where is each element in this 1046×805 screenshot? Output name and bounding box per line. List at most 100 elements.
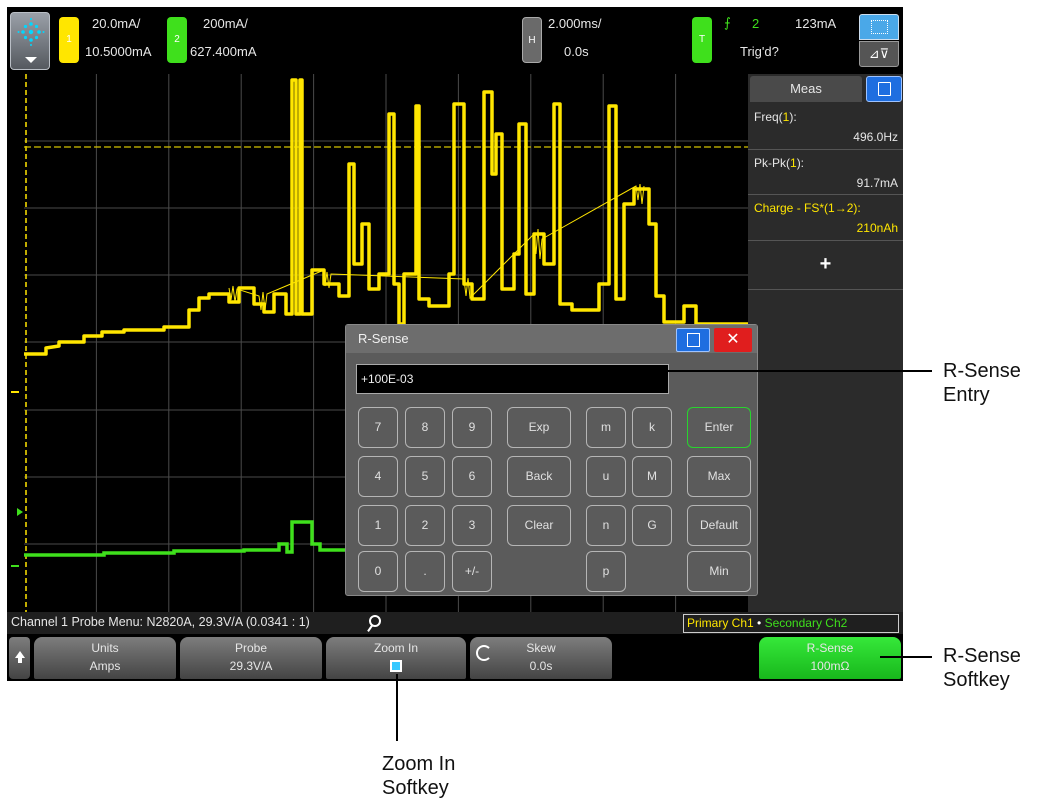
panel-menu-button[interactable] <box>866 76 902 102</box>
dialog-menu-button[interactable] <box>676 328 710 352</box>
close-button[interactable]: ✕ <box>714 328 752 352</box>
key-8[interactable]: 8 <box>405 407 445 448</box>
callout-rsense-softkey-line2: Softkey <box>943 669 1010 691</box>
add-measurement-button[interactable]: + <box>748 241 903 290</box>
units-softkey[interactable]: Units Amps <box>34 637 176 679</box>
zoom-in-softkey[interactable]: Zoom In <box>326 637 466 679</box>
key-default[interactable]: Default <box>687 505 751 546</box>
ch1-waveform-noise <box>228 183 645 311</box>
key-pico[interactable]: p <box>586 551 626 592</box>
key-exp[interactable]: Exp <box>507 407 571 448</box>
ch2-offset: 627.400mA <box>190 44 257 59</box>
rsense-dialog: R-Sense ✕ +100E-03 7 8 9 Exp m k Enter 4… <box>345 324 758 596</box>
key-min[interactable]: Min <box>687 551 751 592</box>
key-mega[interactable]: M <box>632 456 672 497</box>
callout-line-zoom-softkey <box>396 674 398 741</box>
back-button[interactable] <box>9 637 30 679</box>
callout-rsense-entry-line2: Entry <box>943 384 990 406</box>
key-enter[interactable]: Enter <box>687 407 751 448</box>
meas-item-charge[interactable]: Charge - FS*(1→2): 210nAh <box>748 195 903 241</box>
key-kilo[interactable]: k <box>632 407 672 448</box>
meas-value: 210nAh <box>856 221 898 235</box>
key-4[interactable]: 4 <box>358 456 398 497</box>
trigger-channel: 2 <box>752 16 760 31</box>
callout-zoom-softkey: Zoom In Softkey <box>382 752 455 800</box>
units-label: Units <box>91 641 119 655</box>
ch2-scale: 200mA/ <box>203 16 248 31</box>
probe-label: Probe <box>234 641 268 655</box>
key-micro[interactable]: u <box>586 456 626 497</box>
ch2-ground-icon <box>11 565 19 567</box>
rsense-entry-field[interactable]: +100E-03 <box>356 364 669 394</box>
key-max[interactable]: Max <box>687 456 751 497</box>
channel-separator: • <box>757 616 762 630</box>
probe-softkey[interactable]: Probe 29.3V/A <box>180 637 322 679</box>
cursors-icon: ⊿⊽ <box>868 46 890 61</box>
channel-selector[interactable]: Primary Ch1 • Secondary Ch2 <box>683 614 899 633</box>
meas-label: Freq(1): <box>754 110 797 124</box>
touch-zoom-button[interactable] <box>859 14 899 40</box>
callout-zoom-softkey-line2: Softkey <box>382 777 449 799</box>
key-3[interactable]: 3 <box>452 505 492 546</box>
key-5[interactable]: 5 <box>405 456 445 497</box>
probe-info-bar: Channel 1 Probe Menu: N2820A, 29.3V/A (0… <box>7 612 903 634</box>
ch1-scale: 20.0mA/ <box>92 16 141 31</box>
meas-value: 496.0Hz <box>853 130 898 144</box>
meas-item-pkpk[interactable]: Pk-Pk(1): 91.7mA <box>748 150 903 195</box>
list-icon <box>878 82 891 96</box>
units-value: Amps <box>89 659 121 673</box>
key-1[interactable]: 1 <box>358 505 398 546</box>
tab-meas-label: Meas <box>790 81 822 96</box>
key-plus-minus[interactable]: +/- <box>452 551 492 592</box>
softkey-bar: Units Amps Probe 29.3V/A Zoom In Skew 0.… <box>7 635 903 681</box>
rsense-softkey[interactable]: R-Sense 100mΩ <box>759 637 901 679</box>
probe-menu-text: Channel 1 Probe Menu: N2820A, 29.3V/A (0… <box>11 615 310 629</box>
skew-label: Skew <box>526 641 556 655</box>
main-menu-button[interactable] <box>10 12 50 70</box>
key-7[interactable]: 7 <box>358 407 398 448</box>
time-scale: 2.000ms/ <box>548 16 602 31</box>
dropdown-arrow-icon <box>25 57 37 63</box>
search-icon[interactable] <box>369 615 381 627</box>
callout-rsense-entry: R-Sense Entry <box>943 359 1021 407</box>
selection-box-icon <box>871 20 888 34</box>
trigger-chip[interactable]: T <box>692 17 712 63</box>
meas-label: Pk-Pk(1): <box>754 156 805 170</box>
callout-line-rsense-softkey <box>880 656 932 658</box>
tab-meas[interactable]: Meas <box>750 76 862 102</box>
horizontal-chip[interactable]: H <box>522 17 542 63</box>
meas-item-freq[interactable]: Freq(1): 496.0Hz <box>748 104 903 150</box>
key-0[interactable]: 0 <box>358 551 398 592</box>
trigger-edge-icon: ⨍ <box>724 15 731 30</box>
rsense-label: R-Sense <box>806 641 854 655</box>
list-icon <box>687 333 700 347</box>
rsense-value: 100mΩ <box>810 659 850 673</box>
key-6[interactable]: 6 <box>452 456 492 497</box>
time-delay: 0.0s <box>564 44 589 59</box>
zoom-checkbox-icon <box>390 660 402 672</box>
key-2[interactable]: 2 <box>405 505 445 546</box>
knob-icon <box>476 645 492 661</box>
key-decimal[interactable]: . <box>405 551 445 592</box>
key-9[interactable]: 9 <box>452 407 492 448</box>
ch2-chip[interactable]: 2 <box>167 17 187 63</box>
ch1-ground-icon <box>11 391 19 393</box>
key-clear[interactable]: Clear <box>507 505 571 546</box>
close-icon: ✕ <box>726 331 740 348</box>
trigger-chip-label: T <box>698 34 706 45</box>
callout-zoom-softkey-line1: Zoom In <box>382 753 456 775</box>
ch1-offset: 10.5000mA <box>85 44 152 59</box>
key-giga[interactable]: G <box>632 505 672 546</box>
key-milli[interactable]: m <box>586 407 626 448</box>
cursor-button[interactable]: ⊿⊽ <box>859 41 899 67</box>
key-back[interactable]: Back <box>507 456 571 497</box>
probe-value: 29.3V/A <box>229 659 273 673</box>
trigger-level: 123mA <box>795 16 837 31</box>
trigger-arrow-icon <box>17 508 23 516</box>
scope-screen: 1 20.0mA/ 10.5000mA 2 200mA/ 627.400mA H… <box>7 7 903 681</box>
skew-softkey[interactable]: Skew 0.0s <box>470 637 612 679</box>
callout-rsense-softkey-line1: R-Sense <box>943 645 1021 667</box>
key-nano[interactable]: n <box>586 505 626 546</box>
horizontal-chip-label: H <box>528 35 536 46</box>
ch1-chip[interactable]: 1 <box>59 17 79 63</box>
